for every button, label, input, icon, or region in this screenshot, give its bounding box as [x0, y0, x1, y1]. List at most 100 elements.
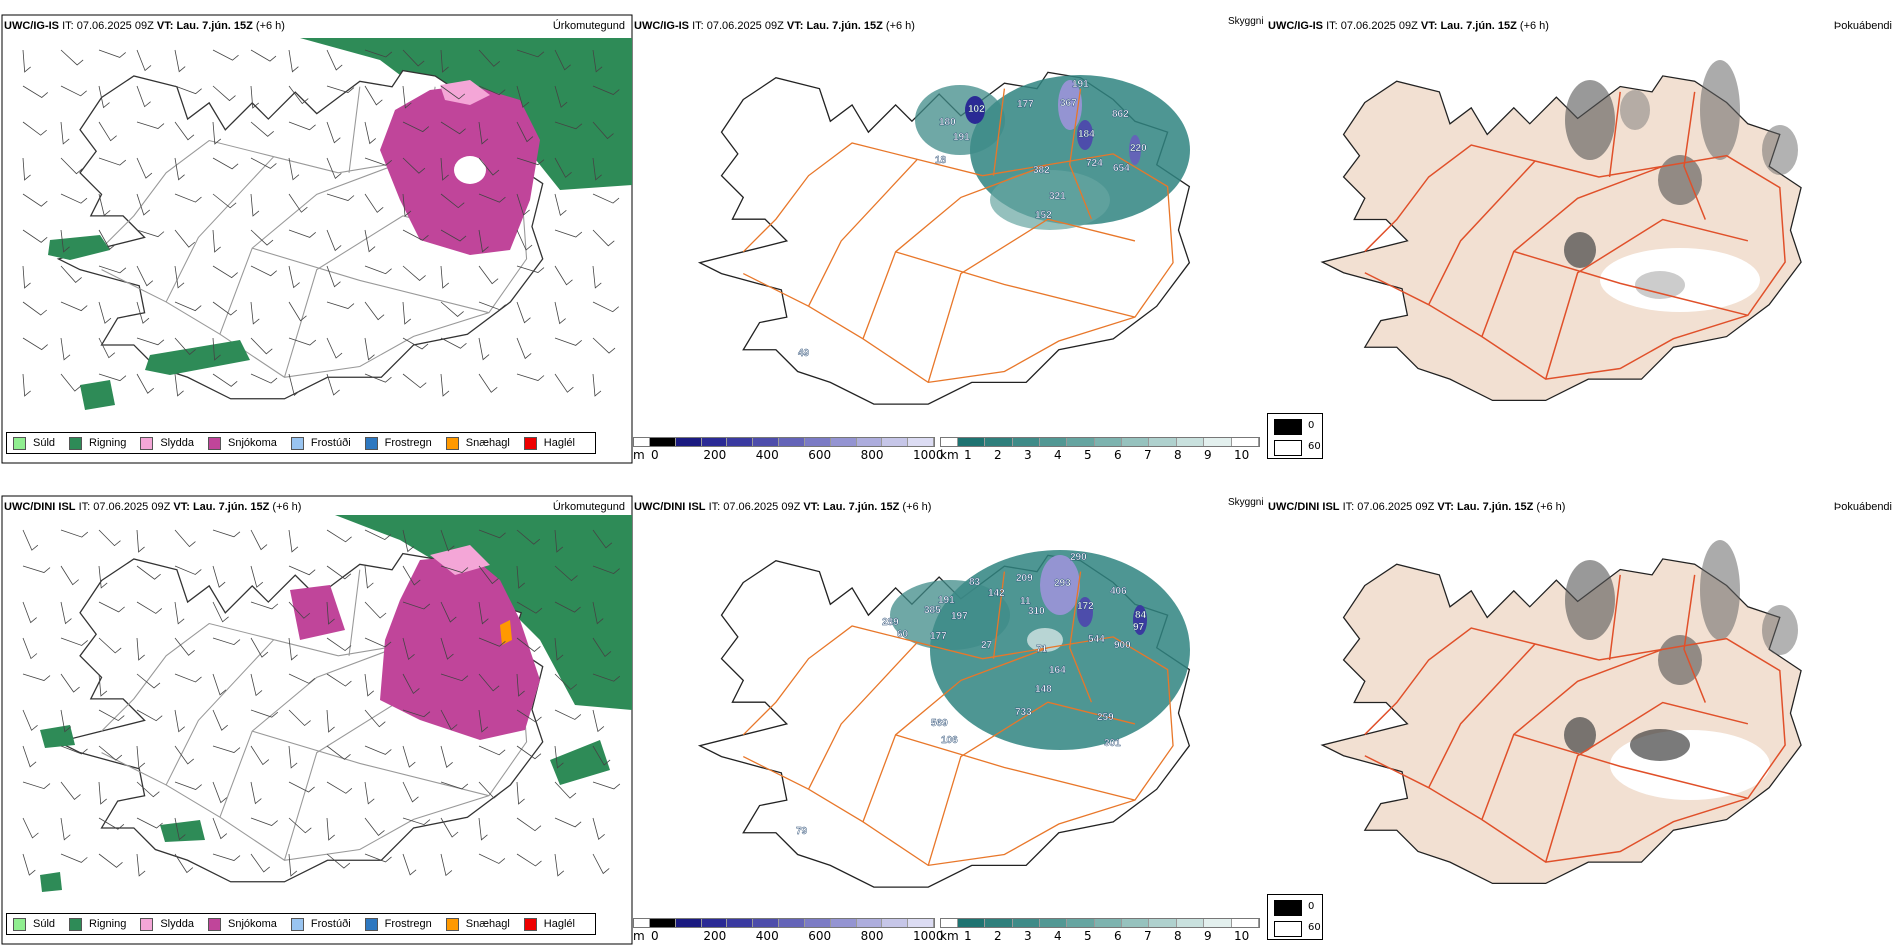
wind-barb: [22, 49, 31, 73]
tick-label: 0: [651, 929, 659, 943]
wind-barb: [174, 565, 202, 575]
wind-barb: [516, 49, 545, 58]
wind-barb: [136, 301, 150, 324]
vis-label: 79: [796, 826, 808, 837]
wind-barb: [592, 49, 603, 73]
wind-barb: [326, 373, 340, 396]
wind-barb: [326, 853, 351, 869]
wind-barb: [554, 121, 583, 130]
wind-barb: [250, 265, 277, 277]
wind-barb: [364, 193, 384, 213]
vis-label: 724: [1086, 158, 1103, 169]
wind-barb: [22, 193, 48, 207]
wind-barb: [136, 673, 161, 689]
precip-legend: Súld Rigning Slydda Snjókoma Frostúði Frostre…: [6, 432, 596, 454]
legend-label: Súld: [33, 437, 56, 449]
wind-barb: [516, 85, 530, 108]
wind-barb: [250, 781, 262, 805]
vis-label: 382: [1033, 165, 1050, 176]
vis-label: 385: [924, 605, 941, 616]
wind-barb: [60, 601, 72, 625]
wind-barb: [440, 193, 465, 209]
wind-barb: [174, 265, 185, 289]
wind-barb: [326, 601, 335, 625]
wind-barb: [288, 193, 308, 213]
wind-barb: [478, 121, 489, 145]
wind-barb: [60, 709, 72, 733]
fog-swatch-min: [1274, 419, 1302, 435]
legend-label: Frostúði: [310, 437, 351, 449]
wind-barb: [592, 853, 610, 875]
wind-barb: [440, 85, 466, 100]
tick-label: 600: [808, 448, 832, 462]
fog-min-label: 0: [1308, 420, 1315, 431]
precip-header-top: UWC/IG-IS IT: 07.06.2025 09Z VT: Lau. 7.…: [4, 20, 285, 32]
vis-label: 900: [1114, 640, 1131, 651]
wind-barb: [516, 673, 525, 697]
tick-label: 9: [1204, 448, 1212, 462]
wind-barb: [250, 601, 279, 610]
vis-label: 11: [1020, 596, 1031, 607]
legend-swatch: [290, 917, 304, 931]
wind-barb: [136, 529, 145, 553]
wind-barb: [364, 745, 392, 755]
legend-item: Snæhagl: [445, 436, 510, 450]
wind-barb: [402, 601, 431, 610]
wind-barb: [440, 337, 467, 349]
wind-barb: [592, 337, 616, 354]
wind-barb: [288, 529, 299, 553]
legend-item: Rigning: [69, 436, 126, 450]
wind-barb: [22, 637, 38, 660]
legend-swatch: [523, 917, 537, 931]
wind-barb: [440, 565, 469, 574]
wind-barb: [364, 229, 376, 253]
wind-barb: [592, 529, 613, 549]
wind-barb: [592, 637, 612, 658]
wind-barb: [174, 601, 185, 625]
wind-barb: [326, 49, 343, 71]
wind-barb: [554, 637, 564, 661]
wind-barb: [592, 85, 620, 95]
tick-label: 0: [651, 448, 659, 462]
legend-item: Frostregn: [364, 436, 432, 450]
wind-barb: [250, 565, 264, 588]
legend-label: Súld: [33, 918, 56, 930]
wind-barb: [364, 637, 392, 648]
wind-barb: [554, 601, 581, 613]
wind-barb: [288, 49, 299, 73]
wind-barb: [250, 673, 263, 697]
wind-barb: [22, 85, 49, 98]
wind-barb: [22, 565, 51, 573]
wind-barb: [60, 337, 71, 361]
wind-barb: [364, 265, 392, 275]
wind-barb: [250, 85, 260, 109]
wind-barb: [212, 373, 238, 387]
wind-barb: [516, 853, 542, 867]
wind-barb: [402, 853, 417, 876]
wind-barb: [212, 157, 239, 170]
wind-barb: [174, 337, 196, 355]
wind-barb: [440, 229, 467, 242]
wind-barb: [478, 817, 488, 841]
wind-barb: [288, 121, 316, 131]
wind-barb: [22, 265, 31, 289]
wind-barb: [288, 745, 298, 769]
visibility-map-top: 191 367 862 184 220 724 654 382 321 152 …: [699, 71, 1191, 405]
wind-barb: [98, 193, 111, 217]
fog-legend: 0 60: [1267, 413, 1323, 459]
wind-barb: [592, 673, 621, 682]
wind-barb: [136, 157, 153, 179]
wind-barb: [60, 229, 70, 253]
legend-item: Súld: [13, 917, 56, 931]
wind-barb: [478, 709, 489, 733]
wind-barb: [60, 301, 88, 312]
precip-title-top: Úrkomutegund: [552, 20, 625, 32]
tick-label: 800: [860, 929, 884, 943]
wind-barb: [402, 781, 419, 803]
wind-barb: [402, 85, 412, 109]
wind-barb: [98, 373, 127, 382]
vis-label: 49: [798, 348, 810, 359]
wind-barb: [22, 673, 51, 681]
legend-item: Frostúði: [290, 917, 351, 931]
